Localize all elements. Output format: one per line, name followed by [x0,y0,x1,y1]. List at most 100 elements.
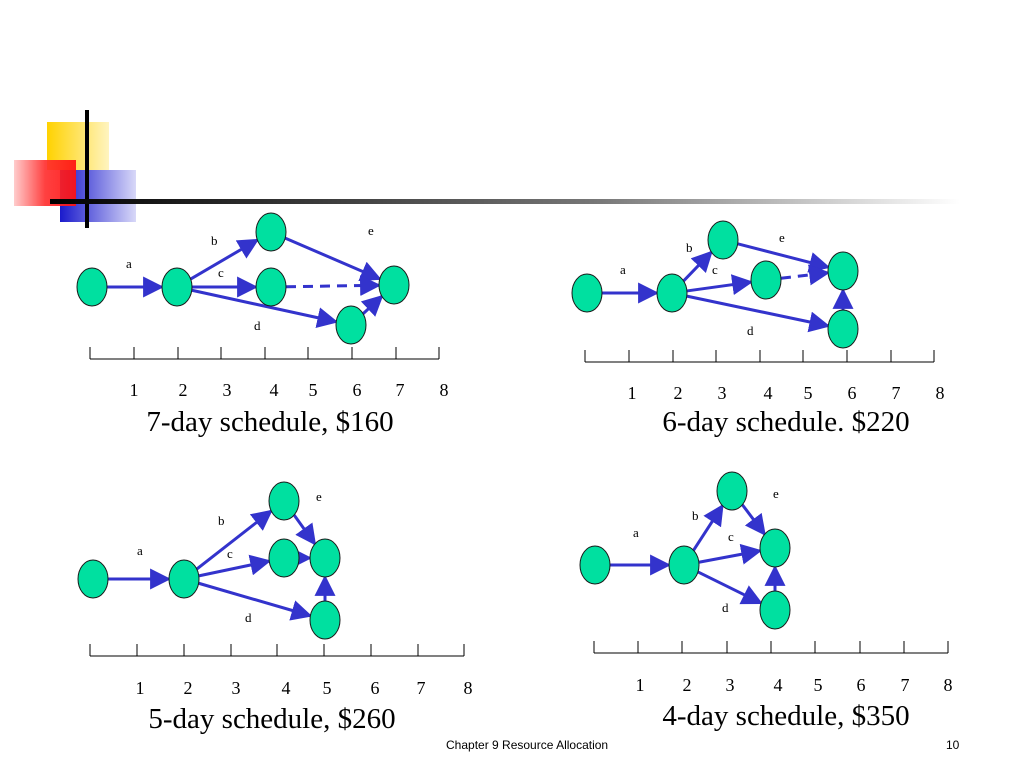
activity-arrow [741,503,766,536]
event-node [309,538,341,578]
timeline-tick-label: 4 [764,383,773,403]
activity-arrow [191,288,339,328]
event-node [750,260,782,300]
timeline-tick-label: 6 [371,678,380,698]
activity-arrow [737,242,831,273]
timeline-tick-label: 2 [179,380,188,400]
network-diagram-d5: a b c d e 1 2 3 4 5 6 7 8 5-day schedule, $260 [77,481,473,735]
timeline-tick-label: 4 [282,678,291,698]
timeline-tick-label: 3 [223,380,232,400]
activity-label-d: d [245,610,252,625]
activity-label-e: e [779,230,785,245]
activity-label-e: e [316,489,322,504]
event-node [255,267,287,307]
event-node [77,559,109,599]
dummy-activity-arrow [780,264,831,286]
page-number: 10 [946,738,960,752]
activity-arrow [682,250,713,282]
event-node [759,590,791,630]
activity-label-a: a [126,256,132,271]
network-diagram-d4: a b c d e 1 2 3 4 5 6 7 8 4-day schedule, $350 [579,471,953,732]
activity-label-a: a [137,543,143,558]
activity-arrow [198,554,272,578]
event-node [656,273,688,313]
event-node [716,471,748,511]
activity-label-c: c [218,265,224,280]
activity-label-e: e [773,486,779,501]
activity-arrow [195,509,273,571]
timeline-tick-label: 2 [674,383,683,403]
event-node [827,309,859,349]
red-square [14,160,76,206]
timeline-axis: 1 2 3 4 5 6 7 8 [593,641,953,695]
activity-label-b: b [211,233,218,248]
activity-label-d: d [747,323,754,338]
activity-label-c: c [728,529,734,544]
event-node [827,251,859,291]
schedule-caption: 6-day schedule. $220 [662,406,909,438]
schedule-caption: 7-day schedule, $160 [146,406,393,438]
schedule-caption: 4-day schedule, $350 [662,700,909,732]
activity-label-c: c [227,546,233,561]
event-node [759,528,791,568]
event-node [378,265,410,305]
event-node [571,273,603,313]
activity-arrow [697,570,763,605]
activity-arrow [292,514,317,546]
timeline-tick-label: 8 [464,678,473,698]
timeline-tick-label: 6 [848,383,857,403]
event-node [255,212,287,252]
timeline-tick-label: 6 [353,380,362,400]
event-node [579,545,611,585]
network-diagram-d7: a b c d e 1 2 3 4 5 6 7 8 7-day schedule, $160 [76,212,449,438]
timeline-tick-label: 8 [936,383,945,403]
event-node [168,559,200,599]
event-node [335,305,367,345]
timeline-axis: 1 2 3 4 5 6 7 8 [584,350,945,403]
timeline-tick-label: 2 [683,675,692,695]
dummy-activity-arrow [360,294,384,317]
timeline-tick-label: 6 [857,675,866,695]
event-node [76,267,108,307]
timeline-tick-label: 1 [136,678,145,698]
network-diagram-d6: a b c d e 1 2 3 4 5 6 7 8 6-day schedule. $220 [571,220,945,438]
timeline-tick-label: 7 [417,678,426,698]
timeline-tick-label: 7 [892,383,901,403]
activity-label-d: d [722,600,729,615]
activity-label-a: a [620,262,626,277]
activity-label-e: e [368,223,374,238]
vertical-rule [85,110,89,228]
activity-arrow [198,581,313,621]
timeline-tick-label: 8 [944,675,953,695]
timeline-tick-label: 5 [814,675,823,695]
timeline-tick-label: 3 [726,675,735,695]
activity-arrow [686,274,754,296]
schedule-caption: 5-day schedule, $260 [148,703,395,735]
activity-label-b: b [218,513,225,528]
dummy-activity-arrow [285,275,382,297]
timeline-tick-label: 1 [636,675,645,695]
activity-label-d: d [254,318,261,333]
activity-label-a: a [633,525,639,540]
event-node [268,481,300,521]
timeline-tick-label: 7 [396,380,405,400]
activity-arrow [284,236,382,282]
timeline-tick-label: 5 [804,383,813,403]
activity-arrow [698,543,763,565]
timeline-tick-label: 1 [628,383,637,403]
header-decoration [14,110,960,228]
event-node [268,538,300,578]
event-node [309,600,341,640]
timeline-tick-label: 3 [232,678,241,698]
footer-title: Chapter 9 Resource Allocation [446,738,609,752]
timeline-tick-label: 1 [130,380,139,400]
horizontal-rule [50,199,960,204]
timeline-tick-label: 4 [774,675,783,695]
event-node [161,267,193,307]
timeline-tick-label: 2 [184,678,193,698]
activity-label-b: b [686,240,693,255]
event-node [707,220,739,260]
activity-label-b: b [692,508,699,523]
activity-arrow [189,238,260,281]
activity-label-c: c [712,262,718,277]
